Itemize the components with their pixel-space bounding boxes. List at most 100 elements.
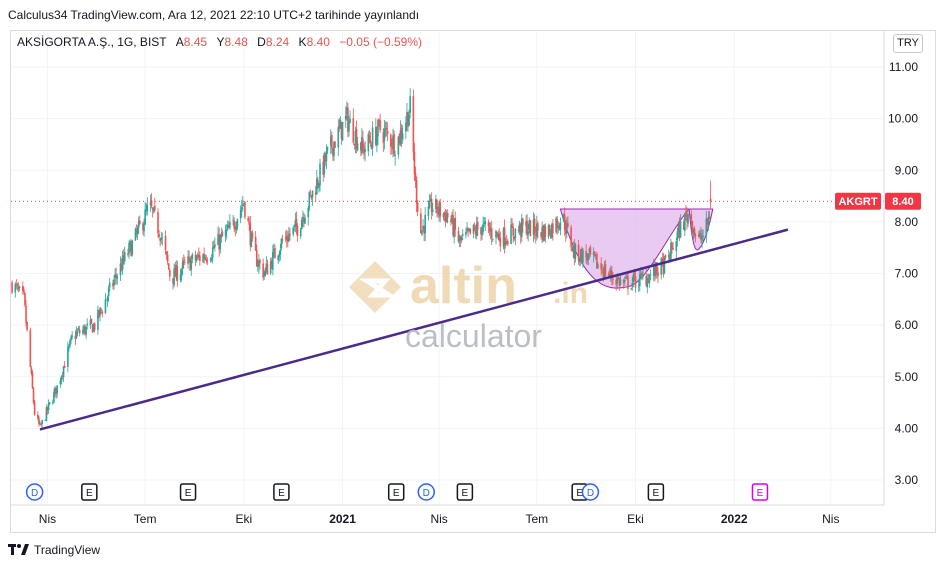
candle bbox=[371, 121, 374, 156]
watermark-brand-suffix: .in bbox=[553, 277, 588, 310]
candle-body bbox=[206, 260, 209, 262]
change-value: −0.05 (−0.59%) bbox=[339, 35, 422, 49]
earnings-marker[interactable]: E bbox=[81, 483, 98, 501]
candle-body bbox=[189, 257, 191, 271]
candle bbox=[235, 221, 238, 234]
candle-body bbox=[480, 227, 482, 235]
candle bbox=[303, 212, 305, 228]
candle bbox=[249, 216, 252, 252]
candle-body bbox=[363, 146, 365, 155]
candle bbox=[585, 244, 587, 264]
candles-series bbox=[11, 88, 712, 428]
candle-body bbox=[239, 209, 242, 219]
candle-body bbox=[468, 228, 470, 231]
candle-body bbox=[204, 257, 207, 260]
candle-body bbox=[458, 237, 461, 241]
x-tick-label: Eki bbox=[627, 512, 644, 526]
candle bbox=[92, 322, 95, 333]
candle-body bbox=[579, 249, 582, 261]
dividend-marker[interactable]: D bbox=[417, 483, 436, 501]
candle-body bbox=[607, 273, 610, 277]
candle-body bbox=[323, 153, 326, 174]
candle-body bbox=[654, 265, 656, 277]
candle bbox=[25, 299, 27, 327]
earnings-marker[interactable]: E bbox=[387, 483, 405, 501]
candle bbox=[90, 318, 93, 325]
candle bbox=[473, 222, 476, 232]
candle-body bbox=[292, 227, 295, 235]
candle bbox=[706, 218, 709, 230]
candle bbox=[347, 102, 349, 138]
candle-body bbox=[221, 232, 224, 237]
candle-body bbox=[622, 279, 625, 283]
candle bbox=[390, 133, 392, 155]
tradingview-logo[interactable]: TradingView bbox=[8, 543, 100, 557]
candle-body bbox=[241, 204, 244, 206]
candle bbox=[248, 216, 251, 231]
candle-body bbox=[537, 222, 539, 231]
candle bbox=[557, 221, 560, 233]
candle-body bbox=[30, 367, 33, 374]
candle bbox=[38, 415, 40, 427]
candle bbox=[68, 344, 70, 352]
candle bbox=[450, 215, 452, 226]
earnings-marker[interactable]: E bbox=[456, 483, 474, 501]
x-tick-label: Eki bbox=[236, 512, 253, 526]
candle bbox=[225, 223, 228, 240]
candle bbox=[363, 143, 365, 160]
currency-button[interactable]: TRY bbox=[893, 34, 923, 53]
candle-body bbox=[519, 224, 522, 236]
candle-body bbox=[55, 387, 57, 395]
candle bbox=[53, 388, 55, 404]
candle-body bbox=[172, 278, 174, 284]
candle bbox=[413, 142, 416, 181]
candle-body bbox=[289, 234, 291, 235]
candle-body bbox=[587, 253, 590, 260]
candle-body bbox=[158, 233, 160, 237]
candle-body bbox=[475, 223, 478, 236]
candle bbox=[47, 399, 50, 415]
candle bbox=[182, 254, 185, 269]
candle bbox=[570, 224, 572, 252]
candle-body bbox=[280, 238, 283, 249]
candle-body bbox=[544, 226, 547, 238]
candle-body bbox=[405, 122, 407, 132]
candle bbox=[174, 261, 176, 277]
candle-body bbox=[184, 261, 186, 263]
x-tick-label: Nis bbox=[39, 512, 56, 526]
candle bbox=[552, 219, 554, 241]
chart-pane[interactable] bbox=[10, 30, 936, 533]
candle bbox=[407, 111, 409, 132]
candle bbox=[472, 223, 475, 239]
candle bbox=[113, 274, 115, 290]
candle-body bbox=[197, 254, 200, 256]
dividend-marker[interactable]: D bbox=[25, 483, 44, 501]
candle bbox=[308, 190, 311, 212]
candle bbox=[408, 109, 410, 126]
candle bbox=[209, 257, 212, 263]
candle bbox=[443, 211, 446, 222]
earnings-marker[interactable]: E bbox=[751, 483, 769, 501]
candle-body bbox=[314, 192, 317, 195]
candle bbox=[386, 122, 389, 142]
candle-body bbox=[174, 267, 176, 277]
candle-body bbox=[361, 137, 363, 153]
candle bbox=[334, 140, 336, 148]
earnings-marker[interactable]: E bbox=[647, 483, 665, 501]
candle-body bbox=[146, 204, 149, 212]
candle-body bbox=[631, 282, 634, 288]
candle-body bbox=[505, 240, 508, 242]
candle bbox=[346, 101, 348, 121]
candle bbox=[364, 141, 366, 162]
candle-body bbox=[303, 217, 305, 223]
candle bbox=[136, 225, 139, 241]
candle-body bbox=[93, 323, 96, 330]
symbol-legend[interactable]: AKSİGORTA A.Ş., 1G, BIST A8.45 Y8.48 D8.… bbox=[17, 35, 422, 49]
earnings-marker[interactable]: E bbox=[179, 483, 197, 501]
candle bbox=[691, 220, 694, 236]
candle-body bbox=[392, 135, 394, 150]
earnings-marker[interactable]: E bbox=[273, 483, 290, 501]
candle bbox=[40, 422, 42, 427]
dividend-marker[interactable]: D bbox=[581, 483, 600, 501]
